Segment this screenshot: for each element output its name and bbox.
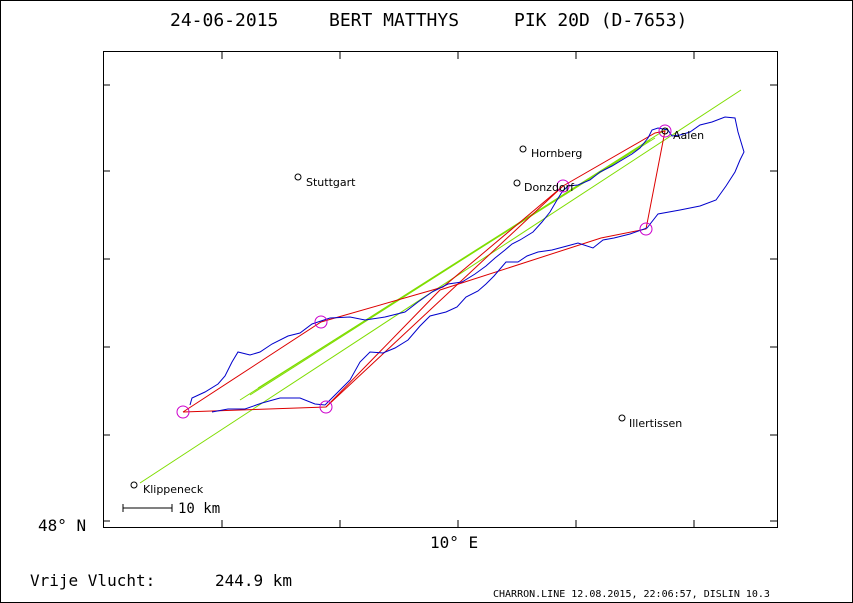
program-info: CHARRON.LINE 12.08.2015, 22:06:57, DISLI… [493,589,770,600]
turnpoint-start [176,405,190,419]
place-klippeneck-label: Klippeneck [143,483,204,496]
scale-bar [122,504,173,512]
flight-date: 24-06-2015 [170,10,278,31]
distance-label: Vrije Vlucht: [30,571,155,590]
turnpoint-4 [639,222,653,236]
place-klippeneck-marker [130,481,138,489]
task-leg [325,185,564,408]
latitude-label: 48° N [38,516,86,535]
place-hornberg-marker [519,145,527,153]
scale-bar-label: 10 km [178,501,220,517]
glider-type: PIK 20D (D-7653) [514,10,687,31]
turnpoint-5 [319,400,333,414]
turnpoint-2 [556,179,570,193]
place-aalen-label: Aalen [673,129,704,142]
task-route [182,130,666,413]
longitude-label: 10° E [430,533,478,552]
axis-ticks [103,52,777,527]
place-hornberg-label: Hornberg [531,147,582,160]
place-donzdorf-label: Donzdorf [524,181,575,194]
place-donzdorf-marker [513,179,521,187]
place-illertissen-label: Illertissen [629,417,682,430]
place-illertissen-marker [618,414,626,422]
place-stuttgart-marker [294,173,302,181]
turnpoint-3 [658,124,672,138]
place-aalen-marker [661,127,669,135]
plot-frame [103,51,778,528]
flight-track [189,116,745,413]
place-markers [130,127,669,489]
place-stuttgart-label: Stuttgart [306,176,356,189]
pilot-name: BERT MATTHYS [329,10,459,31]
distance-value: 244.9 km [215,571,292,590]
turnpoint-1 [314,315,328,329]
turnpoints [176,124,672,419]
